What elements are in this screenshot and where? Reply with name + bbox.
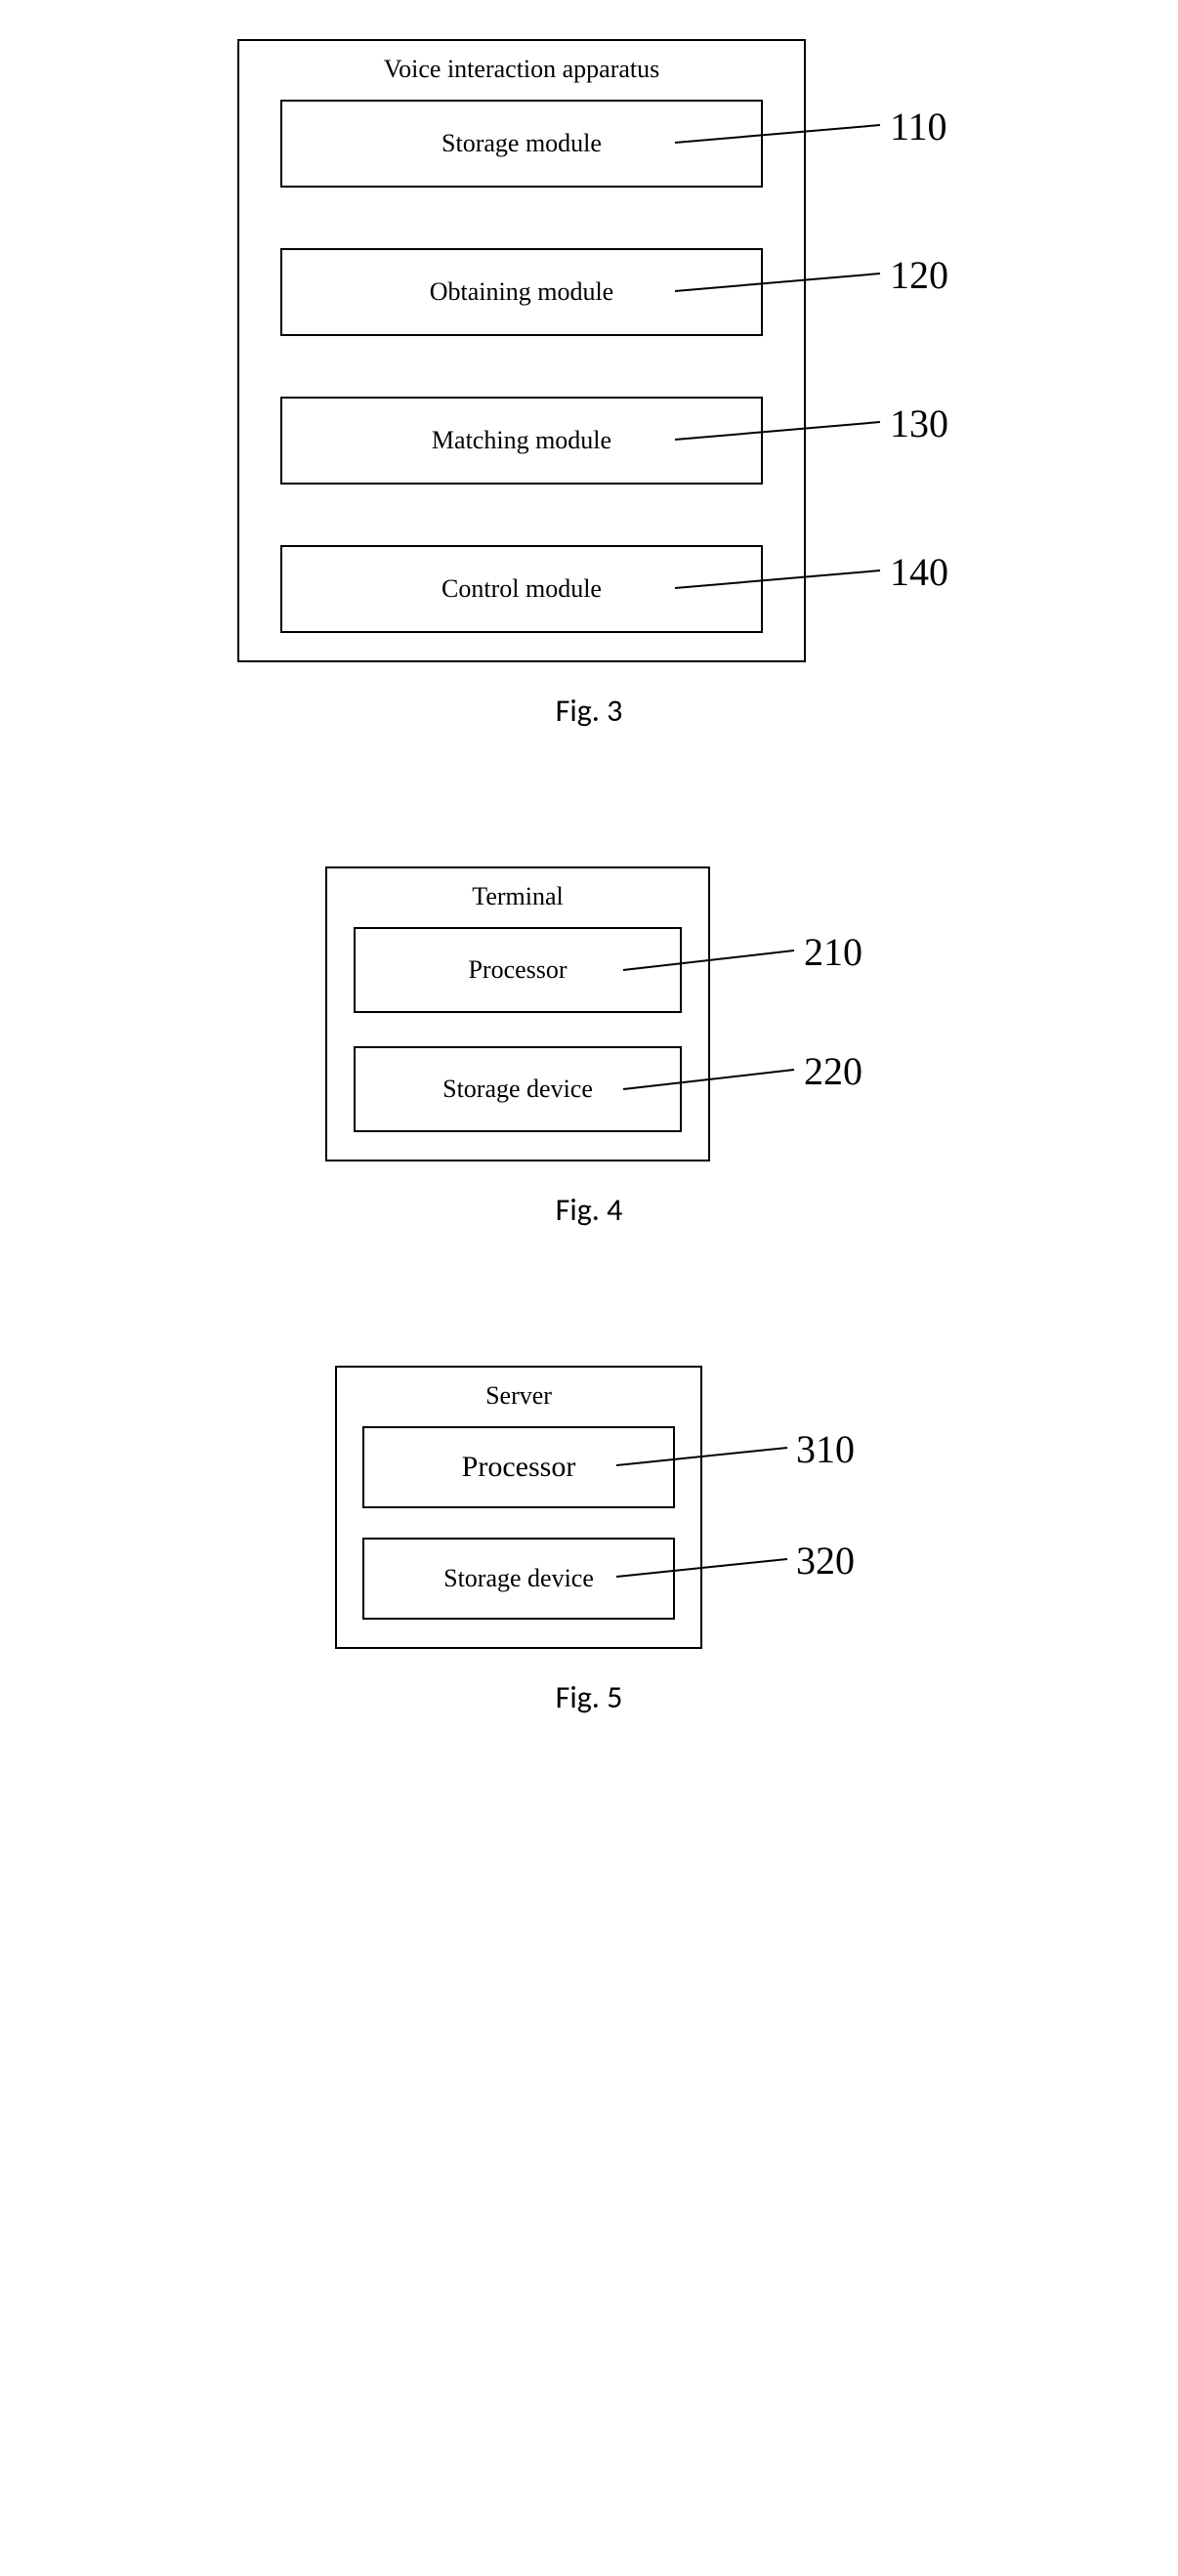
figure-3-diagram: Voice interaction apparatus Storage modu… xyxy=(149,39,1029,662)
fig4-ref-210: 210 xyxy=(804,929,862,975)
fig4-ref-220: 220 xyxy=(804,1048,862,1094)
module-label: Storage device xyxy=(443,1564,594,1593)
fig4-module-storage-device: Storage device xyxy=(354,1046,682,1132)
fig3-ref-140: 140 xyxy=(890,549,948,595)
fig4-outer-box: Terminal Processor Storage device xyxy=(325,866,710,1161)
fig3-module-matching: Matching module xyxy=(280,397,763,485)
fig3-outer-box: Voice interaction apparatus Storage modu… xyxy=(237,39,806,662)
fig4-module-processor: Processor xyxy=(354,927,682,1013)
fig5-module-processor: Processor xyxy=(362,1426,675,1508)
fig3-ref-110: 110 xyxy=(890,104,947,149)
module-label: Obtaining module xyxy=(430,277,613,307)
fig5-title: Server xyxy=(337,1381,700,1411)
fig3-ref-120: 120 xyxy=(890,252,948,298)
module-label: Processor xyxy=(468,955,567,985)
fig3-module-control: Control module xyxy=(280,545,763,633)
fig5-ref-310: 310 xyxy=(796,1426,855,1472)
fig4-title: Terminal xyxy=(327,882,708,911)
fig5-outer-box: Server Processor Storage device xyxy=(335,1366,702,1649)
fig5-caption: Fig. 5 xyxy=(556,1678,623,1716)
figure-5: Server Processor Storage device 310 320 … xyxy=(20,1366,1158,1716)
fig4-caption: Fig. 4 xyxy=(556,1191,623,1229)
module-label: Matching module xyxy=(432,426,611,455)
fig5-ref-320: 320 xyxy=(796,1538,855,1584)
figure-3: Voice interaction apparatus Storage modu… xyxy=(20,39,1158,730)
module-label: Storage device xyxy=(442,1075,593,1104)
fig3-ref-130: 130 xyxy=(890,401,948,446)
module-label: Storage module xyxy=(442,129,602,158)
figure-4-diagram: Terminal Processor Storage device 210 22… xyxy=(237,866,941,1161)
fig5-module-storage-device: Storage device xyxy=(362,1538,675,1620)
figure-4: Terminal Processor Storage device 210 22… xyxy=(20,866,1158,1229)
fig3-title: Voice interaction apparatus xyxy=(239,55,804,84)
fig3-caption: Fig. 3 xyxy=(556,692,623,730)
module-label: Processor xyxy=(462,1451,576,1484)
fig3-module-storage: Storage module xyxy=(280,100,763,188)
fig3-module-obtaining: Obtaining module xyxy=(280,248,763,336)
module-label: Control module xyxy=(442,574,602,604)
figure-5-diagram: Server Processor Storage device 310 320 xyxy=(247,1366,931,1649)
